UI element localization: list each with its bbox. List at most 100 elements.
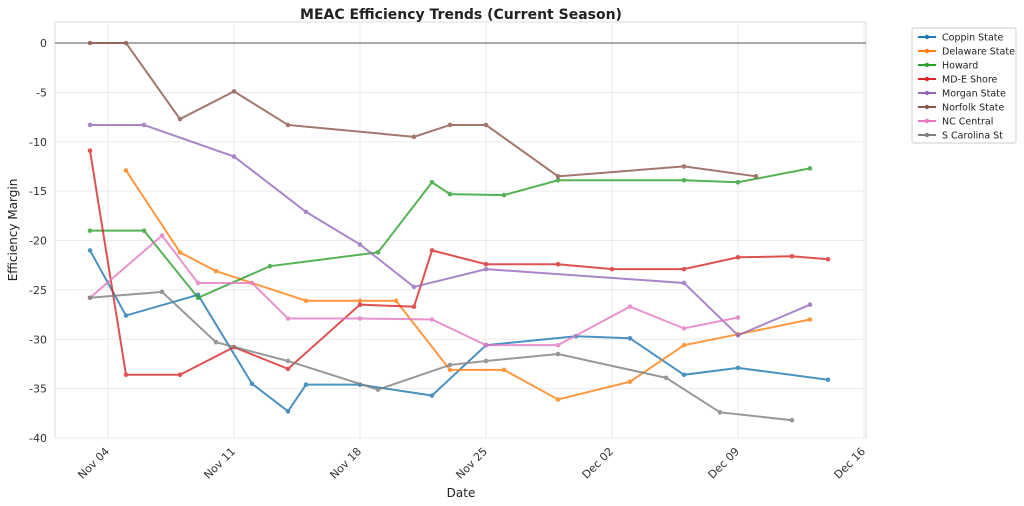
data-point (285, 358, 291, 364)
data-point (555, 261, 561, 267)
series-line (90, 123, 811, 337)
data-point (411, 304, 417, 309)
x-tick-label: Dec 02 (580, 445, 617, 482)
data-point (357, 298, 363, 304)
data-point (411, 134, 417, 140)
legend-label: Morgan State (942, 89, 1006, 100)
data-point (87, 122, 93, 128)
data-point (429, 317, 435, 322)
data-point (177, 250, 183, 255)
data-point (501, 192, 507, 198)
data-point (735, 333, 741, 338)
y-tick-label: -20 (29, 235, 47, 248)
series-norfolk-state (87, 40, 759, 179)
data-point (303, 298, 309, 304)
data-point (87, 248, 93, 253)
data-point (447, 367, 453, 373)
data-point (753, 174, 759, 179)
data-point (447, 122, 453, 128)
data-point (483, 342, 489, 348)
data-point (825, 256, 831, 262)
y-tick-label: -40 (29, 432, 47, 445)
data-point (303, 382, 309, 387)
data-point (483, 122, 489, 128)
data-point (285, 409, 291, 414)
data-point (447, 362, 453, 368)
y-tick-label: 0 (40, 37, 47, 50)
data-point (681, 342, 687, 348)
data-point (627, 304, 633, 309)
data-point (483, 358, 489, 364)
series-line (90, 167, 811, 299)
data-point (735, 365, 741, 371)
data-point (87, 148, 93, 153)
data-point (429, 393, 435, 398)
data-point (789, 417, 795, 423)
data-point (735, 315, 741, 320)
data-point (231, 89, 237, 94)
data-point (213, 268, 219, 274)
data-point (159, 233, 165, 238)
data-point (447, 191, 453, 197)
legend-label: Norfolk State (942, 103, 1004, 114)
data-point (627, 379, 633, 385)
legend-marker (924, 90, 930, 96)
series-morgan-state (87, 122, 813, 338)
data-point (375, 250, 381, 255)
legend-marker (924, 104, 930, 110)
data-point (825, 377, 831, 383)
y-tick-label: -25 (29, 284, 47, 297)
data-point (213, 339, 219, 345)
data-point (555, 351, 561, 357)
data-point (285, 366, 291, 372)
legend-marker (924, 48, 930, 54)
series-line (89, 249, 829, 413)
data-point (357, 316, 363, 321)
data-point (483, 266, 489, 272)
data-point (735, 179, 741, 185)
data-point (177, 116, 183, 122)
data-point (177, 372, 183, 378)
series-line (89, 234, 739, 347)
x-tick-label: Nov 25 (453, 445, 490, 482)
x-tick-label: Nov 11 (201, 445, 238, 482)
data-point (357, 302, 363, 307)
data-point (141, 228, 147, 233)
data-point (141, 122, 147, 128)
x-tick-label: Dec 09 (706, 445, 743, 482)
data-point (123, 168, 129, 173)
data-point (411, 284, 417, 290)
data-point (807, 317, 813, 322)
data-point (357, 242, 363, 247)
legend: Coppin State Delaware State Howard MD-E Sho… (911, 27, 1017, 144)
data-point (789, 253, 795, 259)
series-delaware-state (123, 168, 813, 402)
data-point (681, 372, 687, 378)
data-point (429, 179, 435, 185)
data-point (231, 154, 237, 159)
data-point (807, 166, 813, 171)
legend-label: S Carolina St (942, 131, 1003, 142)
y-tick-label: -35 (29, 383, 47, 396)
chart-title: MEAC Efficiency Trends (Current Season) (300, 7, 622, 23)
y-axis-label: Efficiency Margin (6, 179, 20, 282)
data-point (123, 313, 129, 318)
data-point (555, 174, 561, 179)
series-s-carolina-st (87, 289, 795, 423)
data-point (681, 164, 687, 169)
data-point (123, 372, 129, 378)
data-point (735, 254, 741, 260)
data-point (681, 266, 687, 272)
legend-marker (924, 34, 930, 40)
data-point (123, 40, 129, 46)
data-point (375, 387, 381, 392)
data-point (807, 302, 813, 307)
data-point (249, 381, 255, 386)
data-point (663, 375, 669, 381)
x-tick-label: Dec 16 (832, 445, 869, 482)
legend-label: MD-E Shore (942, 75, 998, 86)
data-point (303, 209, 309, 215)
y-tick-label: -10 (29, 136, 47, 149)
series-lines (87, 40, 831, 423)
data-point (87, 40, 93, 46)
